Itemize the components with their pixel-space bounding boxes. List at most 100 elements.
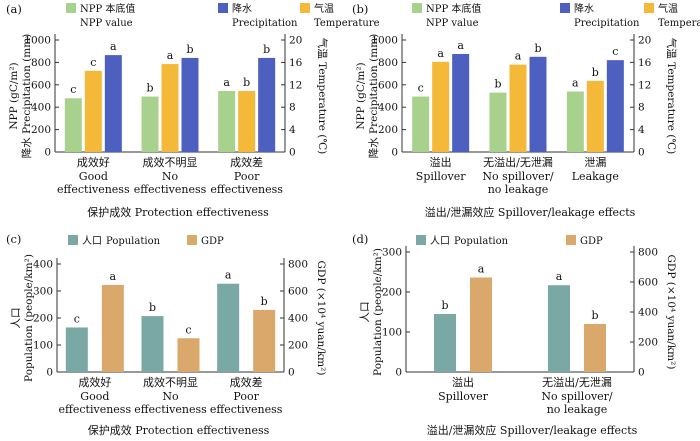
legend-swatch-precipitation (218, 3, 228, 13)
tick-label-right: 400 (288, 313, 308, 325)
significance-letter: b (261, 295, 268, 308)
category-label-zh: 成效好 (78, 375, 111, 389)
tick-label-left: 600 (378, 79, 398, 91)
x-axis-title: 溢出/泄漏效应 Spillover/leakage effects (427, 423, 638, 437)
category-label-zh: 成效不明显 (143, 375, 198, 389)
y-axis-left-label: Population (people/km²) (372, 248, 384, 376)
tick-label-right: 4 (289, 124, 296, 136)
significance-letter: b (263, 43, 270, 56)
tick-label-left: 400 (378, 102, 398, 114)
bar-temperature (586, 80, 604, 152)
category-label-en: No spillover/ (541, 390, 613, 403)
bar-npp (412, 96, 430, 152)
significance-letter: a (167, 49, 174, 62)
bar-population (217, 283, 240, 372)
tick-label-left: 400 (33, 259, 53, 271)
y-axis-left-label: NPP (gC/m²) (355, 62, 367, 129)
tick-label-right: 0 (638, 147, 645, 159)
significance-letter: c (70, 83, 76, 96)
legend-label-en: Precipitation (574, 18, 640, 29)
bar-population (548, 285, 570, 372)
tick-label-left: 600 (31, 79, 51, 91)
significance-letter: a (437, 47, 444, 60)
legend-label-en: Population (454, 236, 509, 247)
y-axis-right-label: 气温 Temperature (℃) (316, 38, 329, 154)
legend-label-zh: NPP 本底值 (426, 2, 481, 15)
tick-label-right: 12 (289, 79, 302, 91)
legend-swatch-population (416, 235, 426, 245)
legend-label-zh: 气温 (314, 2, 334, 15)
tick-label-right: 200 (638, 337, 658, 349)
significance-letter: b (591, 309, 598, 322)
y-axis-left-label: 人口 (359, 302, 371, 323)
category-label-zh: 溢出 (430, 155, 452, 169)
bar-temperature (432, 61, 450, 153)
tick-label-left: 0 (46, 367, 53, 379)
tick-label-left: 0 (395, 367, 402, 379)
panel-label: (c) (6, 232, 21, 246)
significance-letter: a (110, 40, 117, 53)
tick-label-right: 0 (288, 367, 295, 379)
bar-precipitation (452, 54, 470, 152)
bar-precipitation (529, 56, 547, 152)
legend-label-zh: NPP 本底值 (80, 2, 135, 15)
legend-label-en: Precipitation (232, 18, 298, 29)
legend-swatch-npp (66, 3, 76, 13)
significance-letter: b (441, 299, 448, 312)
category-label-en: Leakage (572, 170, 619, 183)
y-axis-right-label: GDP (×10⁴ yuan/km²) (665, 255, 677, 370)
category-label-en: effectiveness (210, 403, 283, 416)
legend-swatch-temperature (644, 3, 654, 13)
tick-label-left: 800 (31, 57, 51, 69)
legend-label-zh: 降水 (574, 2, 594, 15)
significance-letter: a (515, 50, 522, 63)
y-axis-left-label: 人口 (10, 308, 22, 329)
legend-swatch-population (68, 235, 78, 245)
significance-letter: a (223, 76, 230, 89)
tick-label-left: 800 (378, 57, 398, 69)
tick-label-left: 100 (382, 327, 402, 339)
category-label-zh: 成效好 (77, 155, 110, 169)
category-label-en: no leakage (547, 403, 608, 416)
bar-gdp (177, 338, 200, 372)
legend-swatch-gdp (566, 235, 576, 245)
legend-swatch-gdp (187, 235, 197, 245)
tick-label-left: 400 (31, 102, 51, 114)
category-label-en: Spillover (416, 170, 466, 183)
legend-swatch-npp (412, 3, 422, 13)
bar-precipitation (181, 57, 199, 152)
significance-letter: a (478, 263, 485, 276)
significance-letter: a (110, 270, 117, 283)
tick-label-right: 400 (638, 307, 658, 319)
category-label-zh: 成效差 (230, 155, 263, 169)
significance-letter: a (572, 77, 579, 90)
bar-temperature (238, 90, 256, 152)
tick-label-right: 200 (288, 340, 308, 352)
legend-label-en: Population (106, 236, 161, 247)
bar-npp (489, 92, 507, 152)
bar-population (65, 327, 88, 372)
tick-label-left: 300 (382, 247, 402, 259)
significance-letter: a (225, 269, 232, 282)
bar-npp (218, 90, 236, 152)
significance-letter: b (149, 301, 156, 314)
tick-label-right: 8 (289, 102, 296, 114)
legend-swatch-temperature (300, 3, 310, 13)
bar-temperature (509, 64, 527, 152)
category-label-en: Poor (234, 170, 260, 183)
y-axis-right-label: GDP (×10⁴ yuan/km²) (315, 261, 327, 376)
significance-letter: c (612, 45, 618, 58)
tick-label-right: 16 (289, 57, 303, 69)
category-label-en: effectiveness (59, 403, 132, 416)
tick-label-left: 300 (33, 286, 53, 298)
tick-label-right: 20 (289, 35, 302, 47)
significance-letter: c (74, 312, 80, 325)
legend-label-en: GDP (201, 236, 224, 247)
category-label-en: effectiveness (134, 183, 207, 196)
tick-label-left: 0 (44, 147, 51, 159)
bar-gdp (101, 284, 124, 372)
panel-1: (a) NPP 本底值 NPP value 降水 Precipitation 气温 Temp… (6, 2, 380, 219)
bar-gdp (253, 309, 276, 372)
y-axis-left-label: 降水 Precipitation (mm) (367, 34, 380, 159)
